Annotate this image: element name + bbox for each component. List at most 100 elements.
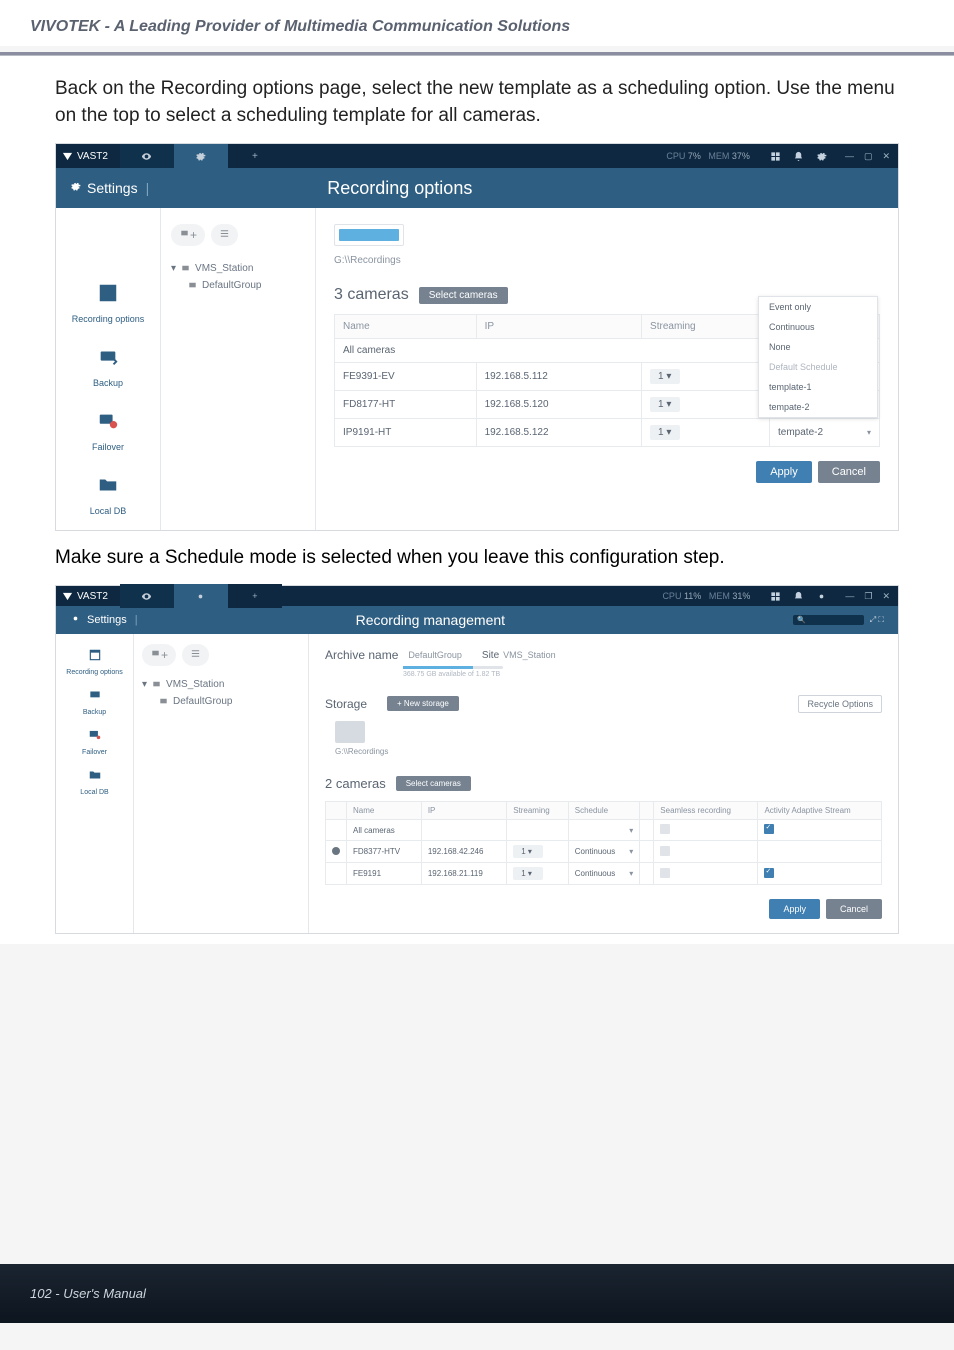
tree-root-label: VMS_Station <box>195 263 253 274</box>
sidebar: Recording options Backup Failover Local … <box>56 208 161 530</box>
dd-item[interactable]: Default Schedule <box>759 357 877 377</box>
page-footer: 102 - User's Manual <box>0 1264 954 1323</box>
checkbox[interactable] <box>660 868 670 878</box>
col-name: Name <box>335 315 477 339</box>
sidebar-item-backup[interactable]: Backup <box>56 338 160 402</box>
archive-usage-bar <box>403 666 503 669</box>
settings-label[interactable]: Settings <box>87 614 127 626</box>
tab-add[interactable]: + <box>228 144 282 168</box>
tree-pane: + ▾ VMS_Station DefaultGroup <box>161 208 316 530</box>
tree-chip-list[interactable] <box>182 644 209 666</box>
sidebar-item-label: Recording options <box>66 669 122 676</box>
tree-child[interactable]: DefaultGroup <box>142 693 300 710</box>
app-name-label: VAST2 <box>77 151 108 162</box>
dd-item[interactable]: template-1 <box>759 377 877 397</box>
close-button[interactable]: ✕ <box>882 591 890 602</box>
expand-icon[interactable]: ⤢ ⛶ <box>870 615 884 625</box>
storage-row: Storage + New storage Recycle Options <box>325 696 882 711</box>
tree-root[interactable]: ▾ VMS_Station <box>171 260 305 277</box>
logo-icon <box>62 591 73 602</box>
folder-icon <box>97 474 119 496</box>
tree-chip-list[interactable] <box>211 224 238 246</box>
tab-settings[interactable] <box>174 144 228 168</box>
tree-child-label: DefaultGroup <box>202 280 261 291</box>
dialog-buttons: Apply Cancel <box>325 899 882 919</box>
gear-icon[interactable] <box>816 591 827 602</box>
close-button[interactable]: ✕ <box>882 151 890 162</box>
grid-icon[interactable] <box>770 591 781 602</box>
restore-button[interactable]: ❐ <box>864 591 872 602</box>
checkbox[interactable] <box>764 824 774 834</box>
tab-add[interactable]: + <box>228 584 282 608</box>
checkbox[interactable] <box>660 824 670 834</box>
bell-icon[interactable] <box>793 591 804 602</box>
minimize-button[interactable]: — <box>845 151 854 162</box>
sidebar-item-localdb[interactable]: Local DB <box>56 764 133 804</box>
settings-label[interactable]: Settings <box>87 180 138 196</box>
select-cameras-button[interactable]: Select cameras <box>396 776 471 791</box>
cancel-button[interactable]: Cancel <box>818 461 880 483</box>
checkbox[interactable] <box>660 846 670 856</box>
cancel-button[interactable]: Cancel <box>826 899 882 919</box>
checkbox[interactable] <box>764 868 774 878</box>
breadcrumb-sep: | <box>146 180 150 196</box>
station-icon <box>179 228 190 239</box>
cameras-table: Name IP Streaming Schedule Seamless reco… <box>325 801 882 885</box>
gear-icon[interactable] <box>816 151 827 162</box>
gear-icon <box>195 151 206 162</box>
table-row[interactable]: FE9191 192.168.21.119 1 ▾ Continuous▾ <box>326 863 882 885</box>
tree-chip-station[interactable]: + <box>142 644 176 666</box>
tree-child[interactable]: DefaultGroup <box>171 277 305 294</box>
tab-settings[interactable] <box>174 584 228 608</box>
calendar-icon <box>88 648 102 662</box>
bell-icon[interactable] <box>793 151 804 162</box>
dd-item[interactable]: None <box>759 337 877 357</box>
page-header: VIVOTEK - A Leading Provider of Multimed… <box>0 0 954 46</box>
dd-item[interactable]: Event only <box>759 297 877 317</box>
sidebar-item-localdb[interactable]: Local DB <box>56 466 160 530</box>
title-bar: VAST2 + CPU 11% MEM 31% <box>56 586 898 606</box>
dialog-buttons: Apply Cancel <box>334 461 880 483</box>
sidebar-item-recording-options[interactable]: Recording options <box>56 274 160 338</box>
sidebar-item-failover[interactable]: Failover <box>56 402 160 466</box>
grid-icon[interactable] <box>770 151 781 162</box>
dd-item[interactable]: Continuous <box>759 317 877 337</box>
main-pane: G:\\Recordings 3 cameras Select cameras … <box>316 208 898 530</box>
sidebar-item-recording-options[interactable]: Recording options <box>56 644 133 684</box>
new-storage-button[interactable]: + New storage <box>387 696 459 711</box>
group-icon <box>187 280 198 291</box>
recycle-options-button[interactable]: Recycle Options <box>798 695 882 713</box>
storage-chip[interactable] <box>334 224 404 246</box>
storage-path: G:\\Recordings <box>335 747 882 756</box>
apply-button[interactable]: Apply <box>769 899 820 919</box>
chevron-down-icon: ▾ <box>171 263 176 274</box>
search-input[interactable]: 🔍 <box>793 615 864 625</box>
schedule-dropdown[interactable]: Event only Continuous None Default Sched… <box>758 296 878 418</box>
calendar-icon <box>97 282 119 304</box>
tree-pane: + ▾ VMS_Station DefaultGroup <box>134 634 309 933</box>
tree-root[interactable]: ▾ VMS_Station <box>142 676 300 693</box>
window-controls: — ❐ ✕ <box>837 591 898 602</box>
app-name-label: VAST2 <box>77 591 108 602</box>
storage-item[interactable]: G:\\Recordings <box>335 721 882 756</box>
select-cameras-button[interactable]: Select cameras <box>419 287 508 304</box>
minimize-button[interactable]: — <box>845 591 854 602</box>
tree-root-label: VMS_Station <box>166 679 224 690</box>
sidebar: Recording options Backup Failover Local … <box>56 634 134 933</box>
intermediate-text: Make sure a Schedule mode is selected wh… <box>0 541 954 585</box>
table-row[interactable]: IP9191-HT 192.168.5.122 1 ▾ tempate-2▾ <box>335 419 880 447</box>
tab-eye[interactable] <box>120 584 174 608</box>
maximize-button[interactable]: ▢ <box>864 151 873 162</box>
tab-eye[interactable] <box>120 144 174 168</box>
apply-button[interactable]: Apply <box>756 461 812 483</box>
cameras-title: 3 cameras <box>334 286 409 304</box>
dd-item[interactable]: tempate-2 <box>759 397 877 417</box>
cameras-title: 2 cameras <box>325 776 386 791</box>
cameras-header: 2 cameras Select cameras <box>325 776 882 791</box>
table-row-all[interactable]: All cameras ▾ <box>326 820 882 841</box>
col-ip: IP <box>476 315 641 339</box>
sidebar-item-backup[interactable]: Backup <box>56 684 133 724</box>
sidebar-item-failover[interactable]: Failover <box>56 724 133 764</box>
tree-chip-station[interactable]: + <box>171 224 205 246</box>
table-row[interactable]: FD8377-HTV 192.168.42.246 1 ▾ Continuous… <box>326 841 882 863</box>
